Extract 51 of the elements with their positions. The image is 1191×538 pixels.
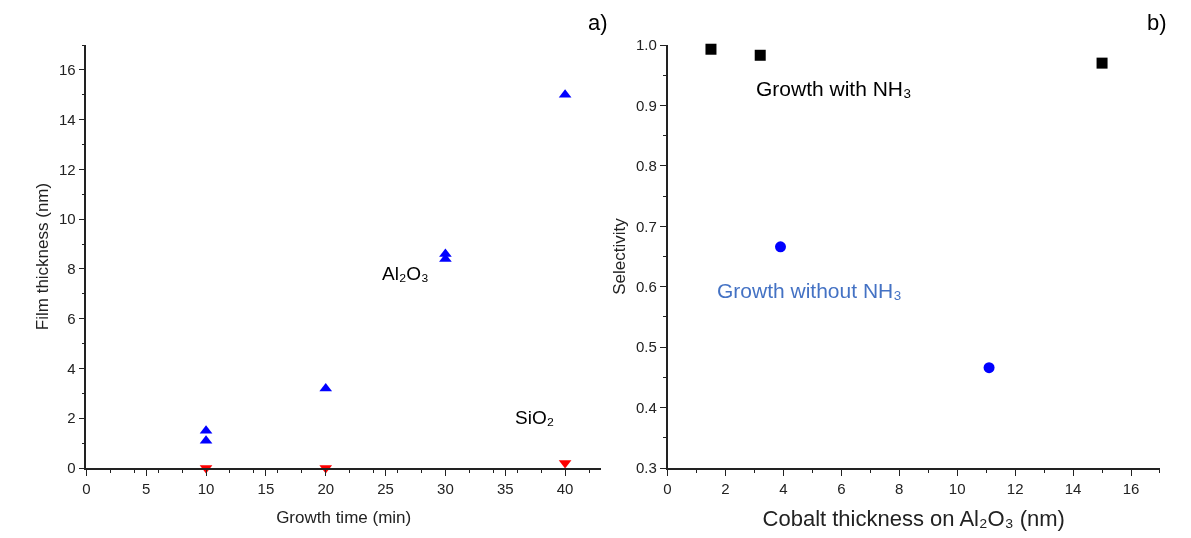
x-tick-label: 2 bbox=[721, 479, 730, 497]
x-tick-label: 30 bbox=[437, 479, 454, 497]
y-tick-label: 14 bbox=[58, 110, 76, 128]
y-tick-label: 0.3 bbox=[635, 459, 657, 477]
point bbox=[705, 43, 717, 55]
point bbox=[983, 362, 995, 374]
x-tick-label: 16 bbox=[1122, 479, 1140, 497]
x-tick-label: 6 bbox=[837, 479, 846, 497]
y-tick-label: 0.5 bbox=[635, 338, 657, 356]
y-tick-label: 0.8 bbox=[635, 157, 657, 175]
x-tick-label: 25 bbox=[377, 479, 394, 497]
y-tick-label: 0.6 bbox=[635, 277, 657, 295]
series-label: SiO₂ bbox=[515, 407, 555, 428]
y-tick-label: 2 bbox=[67, 409, 76, 427]
y-tick-label: 4 bbox=[67, 359, 76, 377]
y-tick-label: 6 bbox=[67, 309, 76, 327]
y-tick-label: 10 bbox=[58, 210, 76, 228]
text: Growth without NH₃ bbox=[717, 279, 902, 302]
x-tick-label: 40 bbox=[556, 479, 574, 497]
text: b) bbox=[1147, 10, 1167, 35]
x-tick-label: 5 bbox=[142, 479, 151, 497]
x-tick-label: 0 bbox=[663, 479, 672, 497]
series-label: Al₂O₃ bbox=[382, 263, 429, 284]
series-label: Growth with NH₃ bbox=[756, 77, 912, 100]
x-axis-title: Growth time (min) bbox=[276, 507, 412, 527]
y-tick-label: 12 bbox=[58, 160, 76, 178]
point bbox=[1096, 57, 1108, 69]
y-axis-title: Selectivity bbox=[609, 217, 629, 295]
point bbox=[775, 241, 786, 253]
y-tick-label: 0 bbox=[67, 459, 76, 477]
x-tick-label: 15 bbox=[257, 479, 275, 497]
point bbox=[319, 382, 333, 392]
x-tick-label: 14 bbox=[1064, 479, 1082, 497]
x-tick-label: 10 bbox=[948, 479, 966, 497]
x-axis-title: Cobalt thickness on Al₂O₃ (nm) bbox=[762, 506, 1065, 532]
y-tick-label: 1.0 bbox=[635, 36, 657, 54]
y-axis-title: Film thickness (nm) bbox=[32, 182, 52, 331]
x-tick-label: 0 bbox=[82, 479, 91, 497]
y-tick-label: 0.9 bbox=[635, 96, 657, 114]
y-tick-label: 8 bbox=[67, 260, 76, 278]
x-tick-label: 8 bbox=[895, 479, 904, 497]
y-tick-label: 0.7 bbox=[635, 217, 657, 235]
x-tick-label: 35 bbox=[496, 479, 514, 497]
x-tick-label: 20 bbox=[317, 479, 335, 497]
point bbox=[754, 49, 766, 61]
text: a) bbox=[588, 10, 608, 35]
x-tick-label: 4 bbox=[779, 479, 788, 497]
y-tick-label: 0.4 bbox=[635, 398, 657, 416]
y-tick-label: 16 bbox=[58, 61, 76, 79]
x-tick-label: 12 bbox=[1006, 479, 1024, 497]
x-tick-label: 10 bbox=[197, 479, 215, 497]
